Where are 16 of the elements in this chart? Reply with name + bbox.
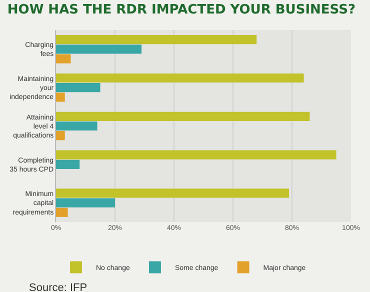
bar: [56, 54, 71, 64]
source-note: Source: IFP: [29, 282, 88, 292]
bar: [56, 44, 142, 54]
bar: [56, 150, 336, 160]
bar: [56, 73, 304, 83]
bar: [56, 112, 310, 121]
bar: [56, 188, 290, 198]
bar: [56, 83, 100, 92]
bar: [56, 35, 257, 44]
bar: [56, 121, 98, 131]
bar: [56, 160, 80, 169]
bar: [56, 208, 68, 217]
bar: [56, 198, 115, 208]
chart-title: HOW HAS THE RDR IMPACTED YOUR BUSINESS?: [7, 2, 356, 18]
bar: [56, 92, 65, 102]
bar: [56, 131, 65, 140]
